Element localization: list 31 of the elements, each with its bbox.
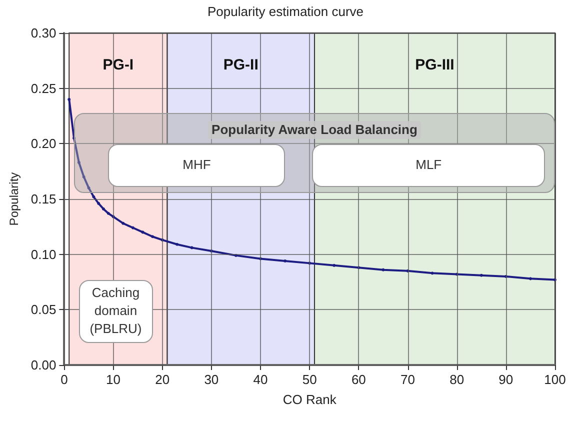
annotation: MHF [182,156,211,174]
rounded-box: MLF [312,144,546,187]
band-label: PG-III [415,56,454,74]
band-label: PG-II [223,56,258,74]
x-tick-label: 30 [204,372,219,387]
y-axis-title: Popularity [7,172,21,226]
x-tick-label: 70 [400,372,415,387]
y-tick-label: 0.30 [30,26,56,40]
y-tick-label: 0.25 [30,80,56,96]
annotation: MLF [416,156,442,174]
y-tick-label: 0.05 [30,302,56,318]
x-tick-label: 10 [106,372,121,387]
y-tick-label: 0.10 [30,246,56,262]
x-tick-label: 100 [544,372,566,387]
rounded-box: Caching domain (PBLRU) [78,280,153,343]
y-tick-label: 0.15 [30,192,56,206]
y-tick-label: 0.20 [30,136,56,152]
annotation: Popularity Aware Load Balancing [208,120,422,139]
x-tick-label: 0 [60,372,68,387]
rounded-box: MHF [108,144,286,187]
y-tick-label: 0.00 [30,358,56,372]
x-axis-title: CO Rank [282,392,337,407]
annotation: Caching domain (PBLRU) [88,284,143,338]
x-tick-label: 80 [450,372,464,387]
chart-title: Popularity estimation curve [207,4,364,19]
x-tick-label: 90 [498,372,514,387]
x-tick-label: 60 [351,372,366,387]
x-tick-label: 20 [155,372,170,387]
x-tick-label: 40 [253,372,268,387]
x-tick-label: 50 [302,372,317,387]
band-label: PG-I [102,56,134,74]
